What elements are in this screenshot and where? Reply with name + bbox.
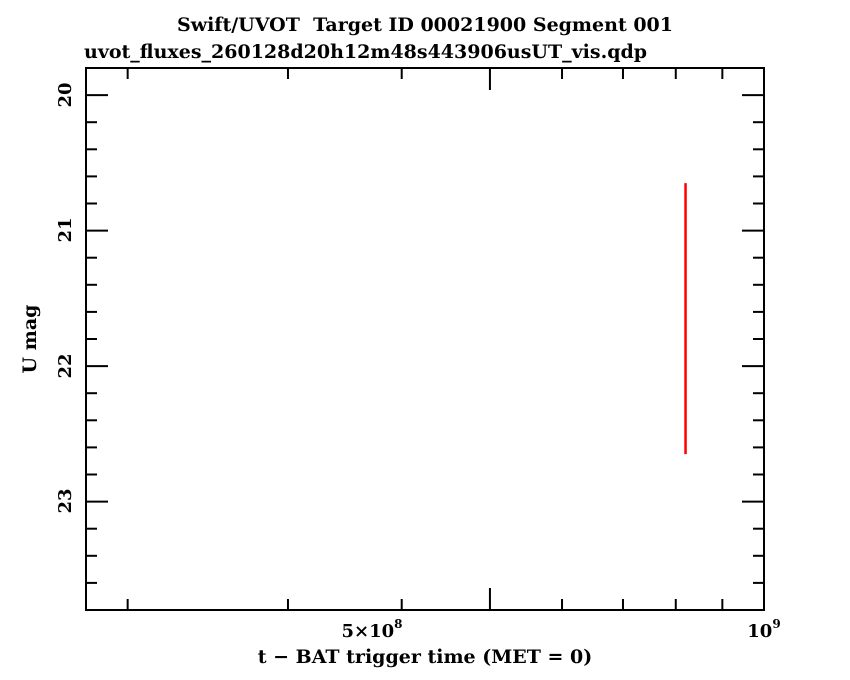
chart-subtitle: uvot_fluxes_260128d20h12m48s443906usUT_v… bbox=[84, 41, 647, 63]
plot-frame bbox=[85, 67, 765, 611]
y-axis-label: U mag bbox=[19, 305, 41, 374]
x-axis-ticks bbox=[126, 68, 765, 610]
y-tick-label-23: 23 bbox=[55, 488, 76, 513]
x-tick-label-5e8: 5×108 bbox=[341, 617, 402, 642]
y-tick-label-20: 20 bbox=[55, 82, 76, 107]
y-axis-ticks bbox=[86, 67, 764, 611]
y-tick-label-21: 21 bbox=[55, 217, 76, 242]
y-axis-tick-labels: 20 21 22 23 bbox=[55, 82, 76, 513]
y-tick-label-22: 22 bbox=[55, 353, 76, 378]
x-axis-label: t − BAT trigger time (MET = 0) bbox=[258, 646, 593, 668]
x-tick-label-1e9: 109 bbox=[747, 617, 780, 642]
chart-title: Swift/UVOT Target ID 00021900 Segment 00… bbox=[177, 14, 673, 36]
x-axis-tick-labels: 5×108 109 bbox=[341, 617, 780, 642]
